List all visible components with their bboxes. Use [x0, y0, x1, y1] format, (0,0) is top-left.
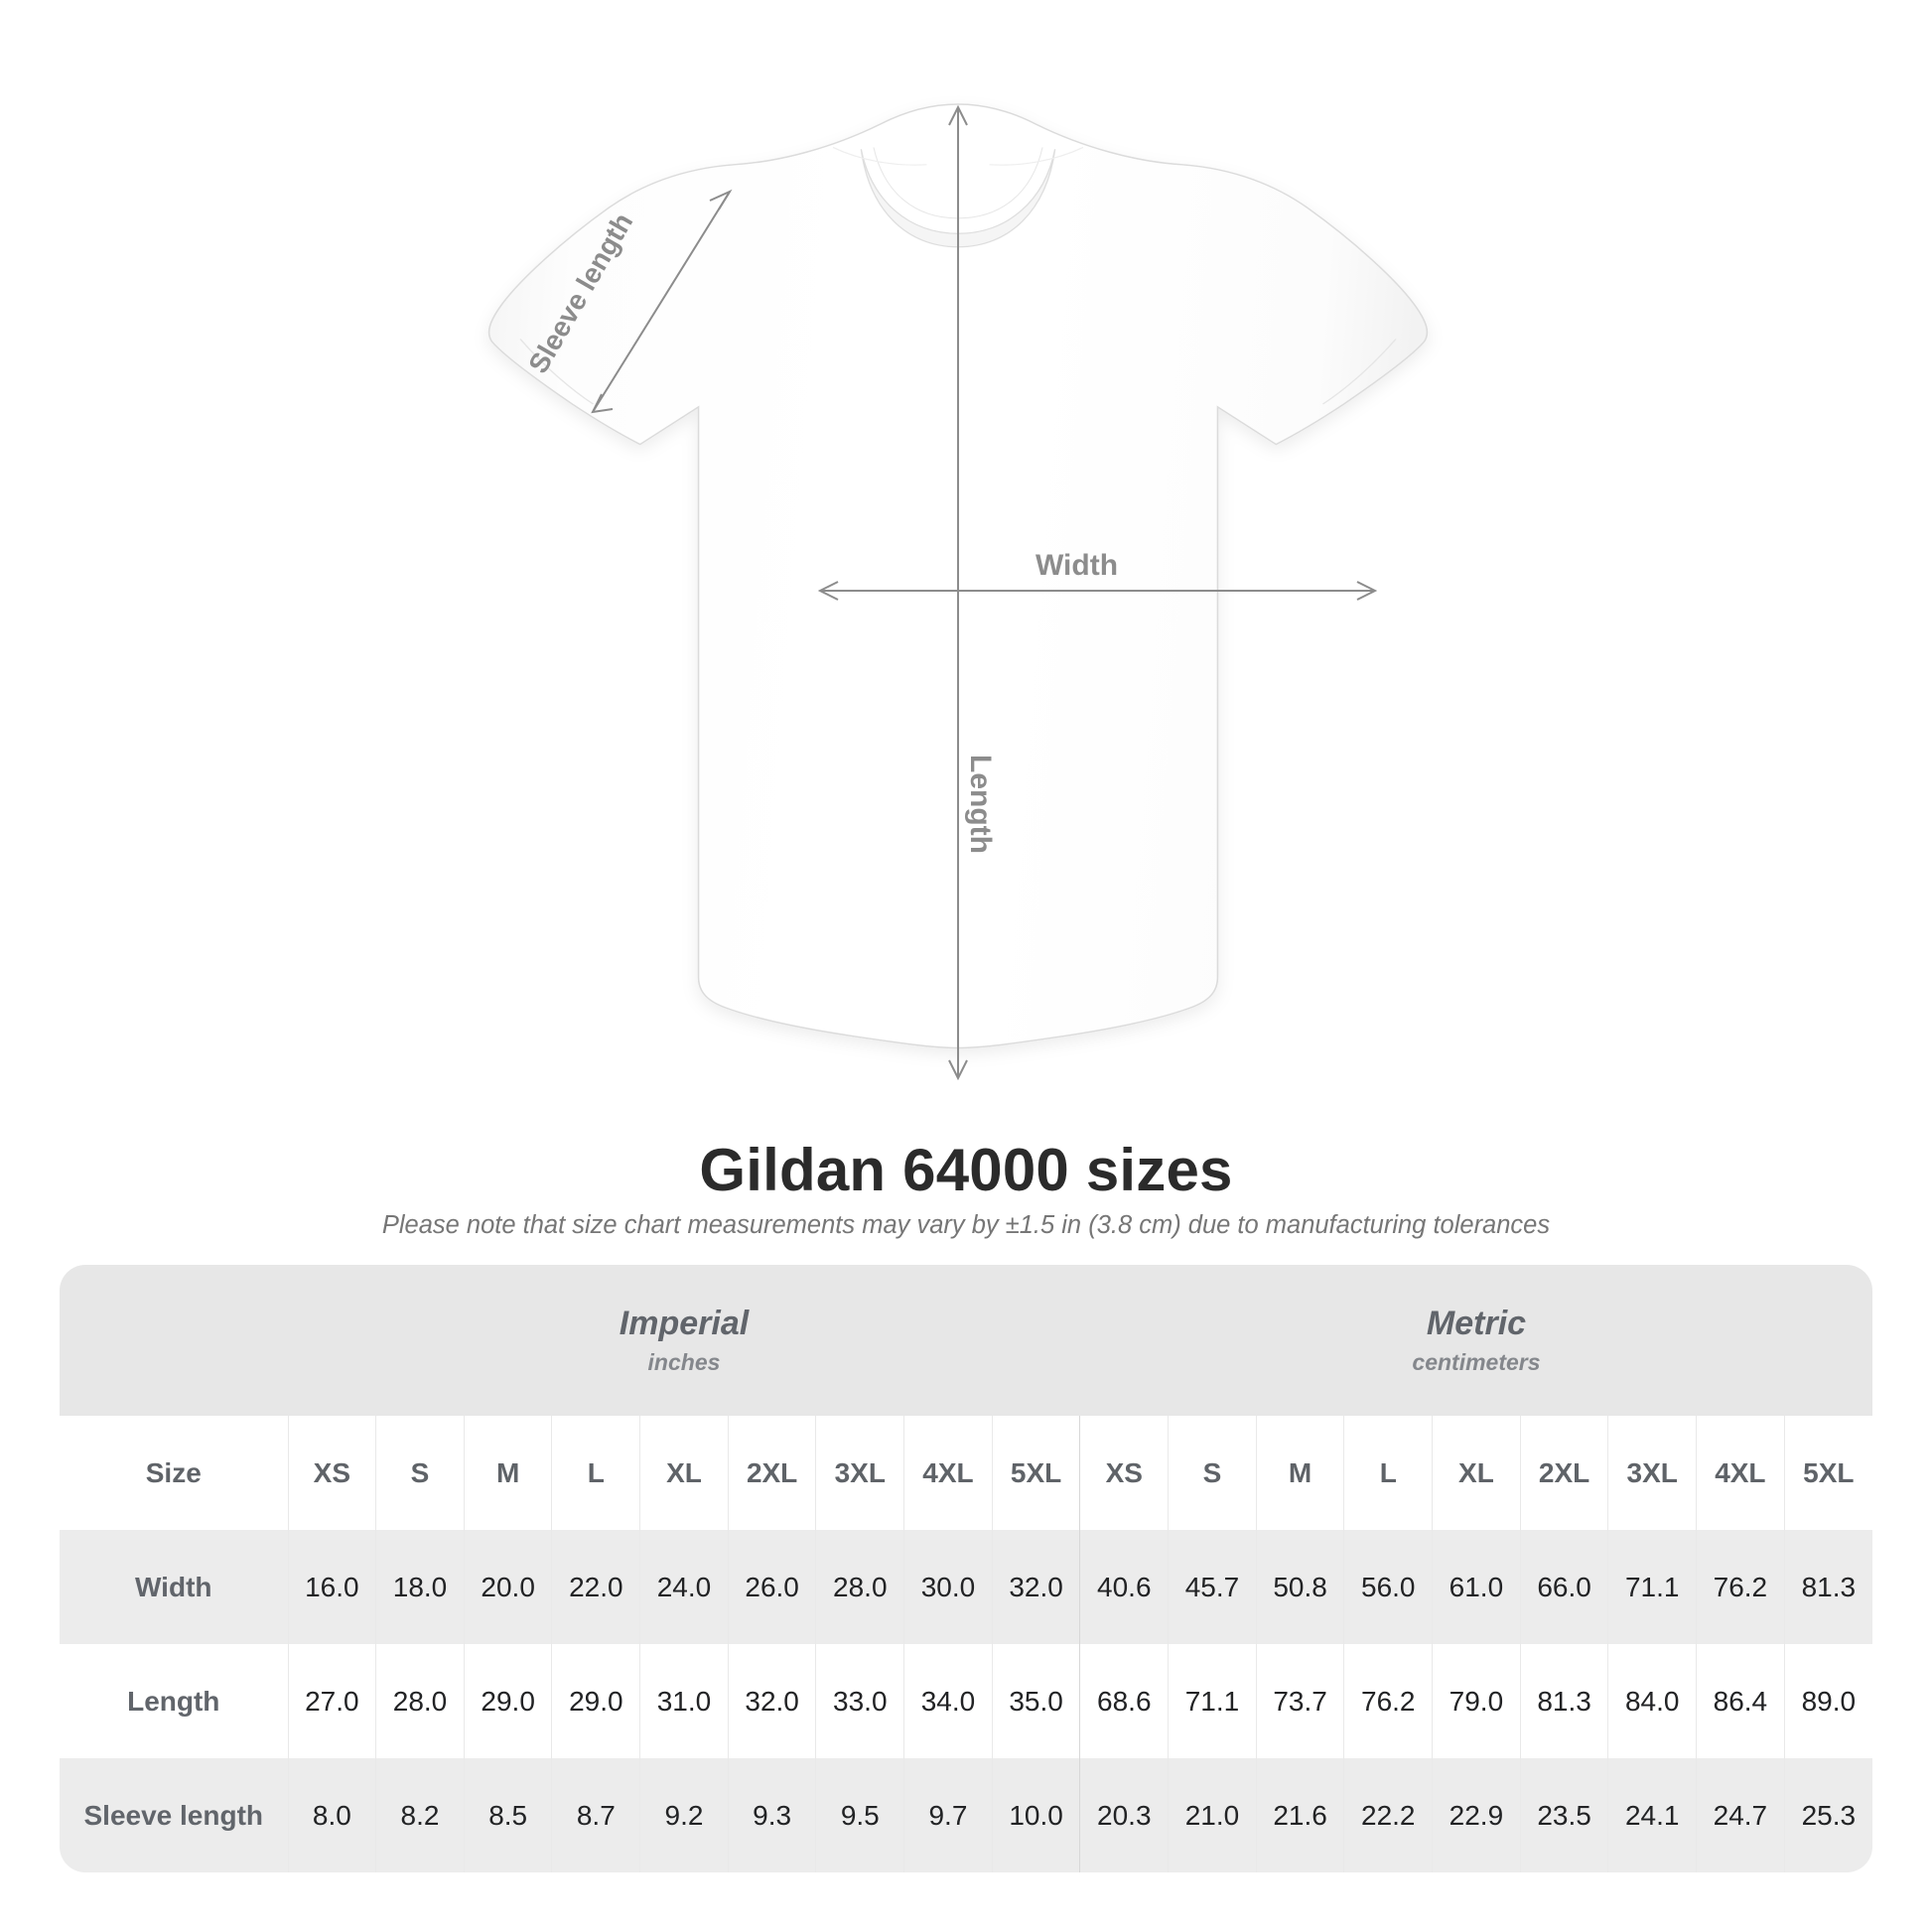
svg-text:Width: Width: [1035, 549, 1118, 582]
svg-text:Length: Length: [964, 755, 997, 854]
